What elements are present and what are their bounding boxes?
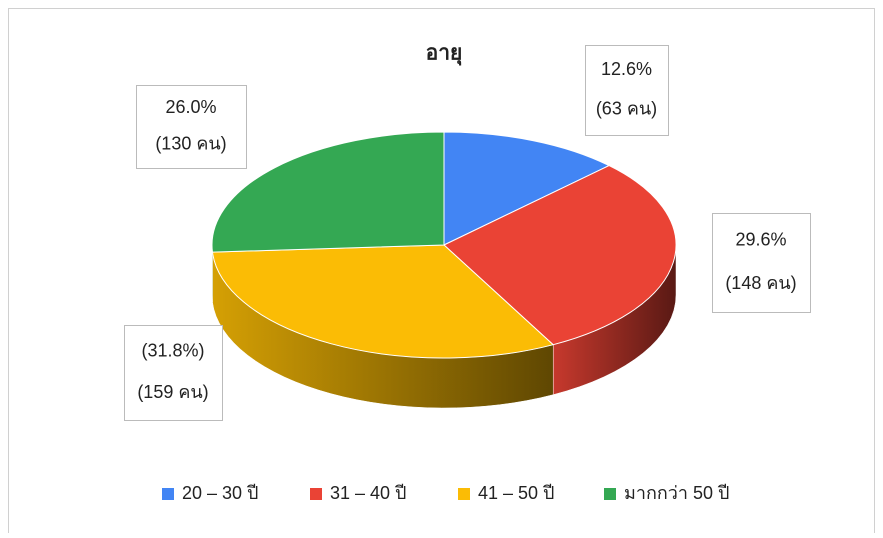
legend-label: 31 – 40 ปี	[330, 483, 406, 503]
data-label: (31.8%)	[141, 340, 204, 360]
legend-swatch	[604, 488, 616, 500]
data-label: (130 คน)	[155, 134, 226, 154]
legend-swatch	[458, 488, 470, 500]
data-label: (148 คน)	[725, 273, 796, 293]
legend-swatch	[162, 488, 174, 500]
legend-label: 20 – 30 ปี	[182, 483, 258, 503]
legend-label: มากกว่า 50 ปี	[624, 483, 729, 503]
data-label-box	[713, 214, 811, 313]
data-label: (159 คน)	[137, 382, 208, 402]
data-label: 29.6%	[735, 229, 786, 249]
data-label: 26.0%	[165, 97, 216, 117]
data-label: (63 คน)	[596, 99, 657, 119]
legend-label: 41 – 50 ปี	[478, 483, 554, 503]
data-label: 12.6%	[601, 59, 652, 79]
legend-swatch	[310, 488, 322, 500]
chart-title: อายุ	[426, 42, 463, 67]
